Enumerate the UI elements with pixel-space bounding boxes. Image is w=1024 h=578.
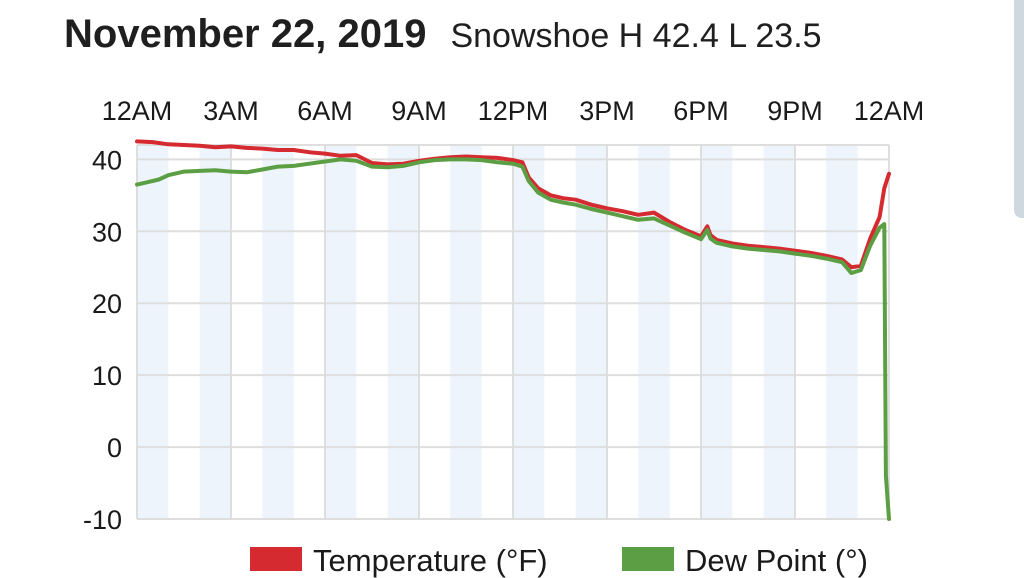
hour-band: [450, 145, 482, 519]
hour-band: [325, 145, 357, 519]
chart-header: November 22, 2019 Snowshoe H 42.4 L 23.5: [64, 12, 822, 68]
hour-band: [701, 145, 733, 519]
y-tick-label: 0: [107, 433, 122, 463]
hour-band: [387, 145, 419, 519]
hour-band: [513, 145, 545, 519]
y-tick-label: -10: [83, 505, 122, 535]
legend-label-temperature[interactable]: Temperature (°F): [313, 543, 548, 578]
x-tick-label: 9PM: [767, 96, 823, 126]
grid-lines: [136, 144, 890, 520]
y-tick-label: 40: [92, 145, 122, 175]
station-summary: Snowshoe H 42.4 L 23.5: [450, 17, 822, 55]
y-tick-label: 30: [92, 217, 122, 247]
x-tick-label: 12PM: [478, 96, 549, 126]
hour-band: [763, 145, 795, 519]
temperature-line: [135, 139, 891, 270]
hour-band: [826, 145, 858, 519]
x-tick-label: 6AM: [297, 96, 353, 126]
dew-point-line: [135, 157, 891, 521]
legend-swatch-temperature: [250, 547, 302, 571]
hour-bands: [137, 145, 858, 519]
y-axis-labels: 40 30 20 10 0 -10: [83, 145, 122, 535]
x-tick-label: 6PM: [673, 96, 729, 126]
x-tick-label: 3AM: [203, 96, 259, 126]
hour-band: [262, 145, 294, 519]
legend-label-dew-point[interactable]: Dew Point (°): [685, 543, 868, 578]
side-scroll-handle[interactable]: [1014, 0, 1024, 218]
hour-band: [638, 145, 670, 519]
x-tick-label: 12AM: [102, 96, 173, 126]
y-tick-label: 10: [92, 361, 122, 391]
chart-legend[interactable]: Temperature (°F) Dew Point (°): [250, 543, 868, 578]
y-tick-label: 20: [92, 289, 122, 319]
chart-series: [135, 139, 891, 521]
x-tick-label: 3PM: [579, 96, 635, 126]
x-axis-labels: 12AM 3AM 6AM 9AM 12PM 3PM 6PM 9PM 12AM: [102, 96, 925, 126]
legend-swatch-dew-point: [622, 547, 674, 571]
hour-band: [137, 145, 169, 519]
x-tick-label: 12AM: [854, 96, 925, 126]
date-title: November 22, 2019: [64, 12, 427, 56]
x-tick-label: 9AM: [391, 96, 447, 126]
hour-band: [199, 145, 231, 519]
